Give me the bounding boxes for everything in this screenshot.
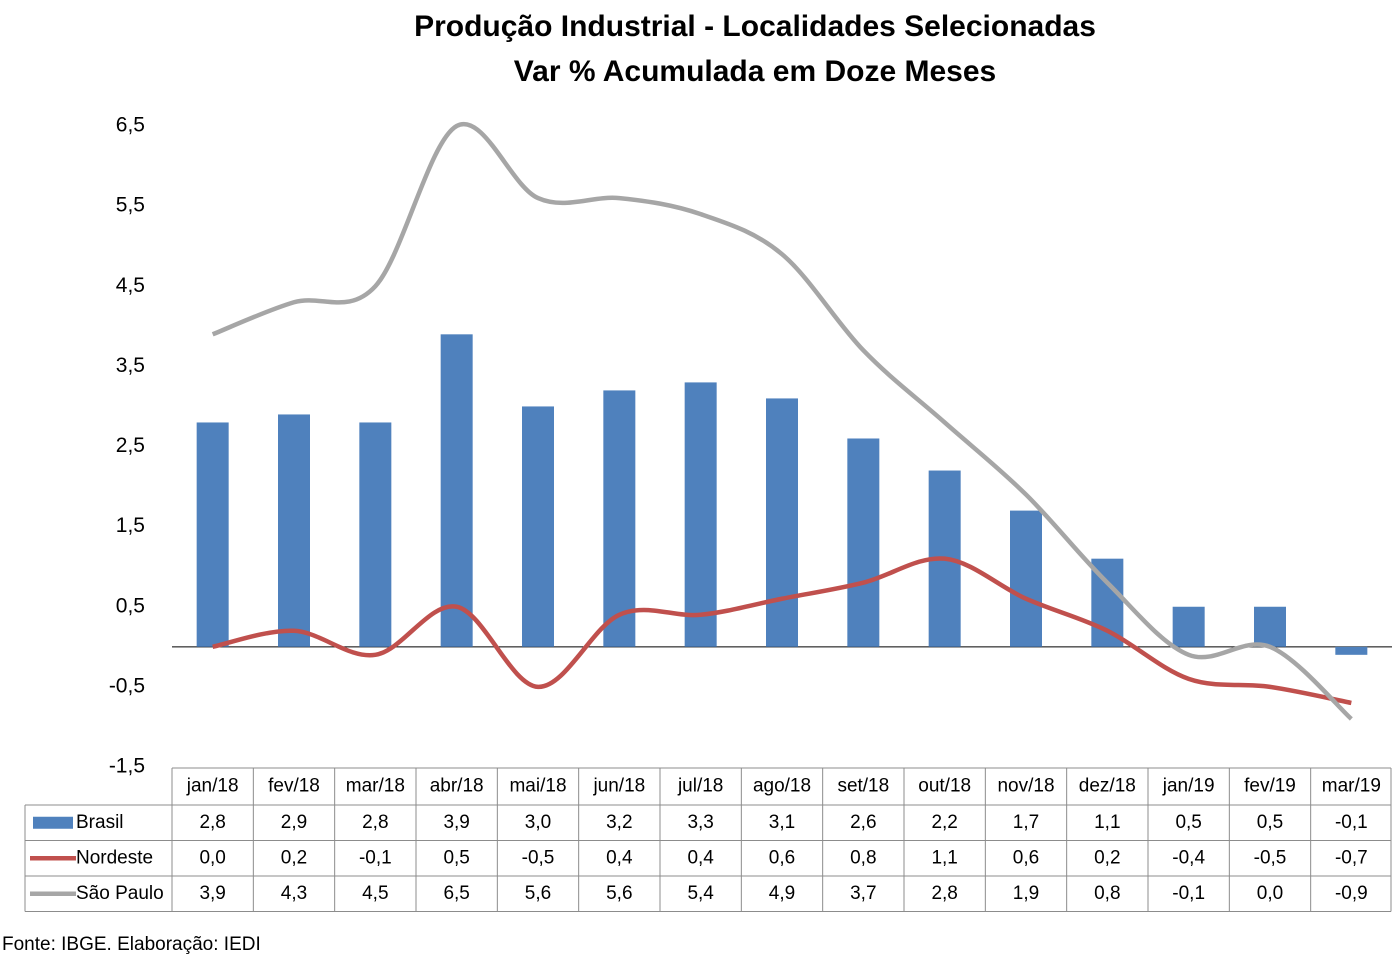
bar (196, 422, 229, 647)
x-tick-label: abr/18 (430, 776, 484, 797)
bar (766, 398, 798, 647)
table-cell: 0,6 (769, 847, 795, 868)
table-cell: 3,9 (443, 812, 469, 833)
table-cell: 4,9 (769, 883, 795, 904)
table-cell: 0,2 (281, 847, 307, 868)
table-cell: 0,8 (1094, 883, 1120, 904)
table-cell: 2,9 (281, 812, 307, 833)
x-tick-label: out/18 (918, 776, 971, 797)
table-cell: -0,5 (522, 847, 555, 868)
line-series (212, 556, 1352, 706)
table-cell: 3,3 (687, 812, 713, 833)
y-tick-label: -0,5 (109, 674, 145, 697)
table-cell: 2,6 (850, 812, 876, 833)
bar (440, 334, 473, 647)
table-cell: -0,1 (359, 847, 392, 868)
table-cell: 6,5 (443, 883, 469, 904)
bar (1010, 510, 1042, 647)
x-tick-label: fev/19 (1244, 776, 1296, 797)
x-tick-label: jan/19 (1162, 776, 1215, 797)
table-cell: 5,6 (525, 883, 551, 904)
y-tick-label: 6,5 (116, 114, 145, 137)
table-cell: 3,1 (769, 812, 795, 833)
x-tick-label: nov/18 (997, 776, 1054, 797)
x-tick-label: mai/18 (509, 776, 566, 797)
x-tick-label: fev/18 (268, 776, 320, 797)
table-cell: -0,7 (1335, 847, 1368, 868)
x-tick-label: mar/18 (346, 776, 405, 797)
chart-title: Produção Industrial - Localidades Seleci… (414, 10, 1096, 43)
table-cell: 0,4 (606, 847, 633, 868)
x-tick-label: jun/18 (592, 776, 645, 797)
legend-label: Brasil (76, 812, 124, 833)
y-tick-label: 3,5 (116, 354, 145, 377)
bar (847, 438, 880, 647)
legend-label: São Paulo (76, 883, 164, 904)
table-cell: 3,7 (850, 883, 876, 904)
table-cell: -0,9 (1335, 883, 1368, 904)
legend-label: Nordeste (76, 847, 153, 868)
bar (1335, 646, 1368, 655)
y-tick-label: 0,5 (116, 594, 145, 617)
table-cell: 0,0 (199, 847, 225, 868)
table-cell: 0,0 (1257, 883, 1283, 904)
bar (684, 382, 717, 647)
table-cell: 0,5 (1257, 812, 1283, 833)
table-cell: 0,5 (1175, 812, 1201, 833)
bar (603, 390, 636, 647)
table-cell: 2,8 (931, 883, 957, 904)
table-cell: 1,1 (931, 847, 957, 868)
bar (278, 414, 310, 647)
table-cell: 0,4 (687, 847, 714, 868)
table-cell: 0,2 (1094, 847, 1120, 868)
chart-subtitle: Var % Acumulada em Doze Meses (514, 55, 996, 88)
bar (1254, 606, 1286, 647)
x-tick-label: ago/18 (753, 776, 811, 797)
y-tick-label: 2,5 (116, 434, 145, 457)
y-tick-label: -1,5 (109, 755, 145, 778)
x-tick-label: jan/18 (186, 776, 239, 797)
table-cell: 0,8 (850, 847, 876, 868)
table-cell: -0,1 (1335, 812, 1368, 833)
table-cell: 1,1 (1094, 812, 1120, 833)
bar (522, 406, 554, 647)
table-cell: 0,6 (1013, 847, 1039, 868)
table-cell: 4,5 (362, 883, 388, 904)
bar (359, 422, 392, 647)
table-cell: 2,2 (931, 812, 957, 833)
table-cell: 3,2 (606, 812, 632, 833)
table-cell: 4,3 (281, 883, 307, 904)
table-cell: 2,8 (199, 812, 225, 833)
table-cell: 1,9 (1013, 883, 1039, 904)
table-cell: -0,1 (1172, 883, 1205, 904)
x-tick-label: dez/18 (1079, 776, 1136, 797)
table-cell: 2,8 (362, 812, 388, 833)
table-cell: 5,6 (606, 883, 632, 904)
table-cell: -0,4 (1172, 847, 1205, 868)
table-cell: -0,5 (1254, 847, 1287, 868)
x-tick-label: mar/19 (1322, 776, 1381, 797)
table-cell: 5,4 (687, 883, 714, 904)
table-cell: 1,7 (1013, 812, 1039, 833)
table-cell: 0,5 (443, 847, 469, 868)
x-tick-label: set/18 (837, 776, 889, 797)
line-series (211, 121, 1353, 721)
y-tick-label: 1,5 (116, 514, 145, 537)
table-cell: 3,0 (525, 812, 551, 833)
table-cell: 3,9 (199, 883, 225, 904)
y-tick-label: 4,5 (116, 274, 145, 297)
legend-swatch (33, 816, 73, 829)
source-note: Fonte: IBGE. Elaboração: IEDI (2, 934, 261, 955)
bar (1172, 606, 1205, 647)
y-tick-label: 5,5 (116, 194, 145, 217)
x-tick-label: jul/18 (677, 776, 723, 797)
